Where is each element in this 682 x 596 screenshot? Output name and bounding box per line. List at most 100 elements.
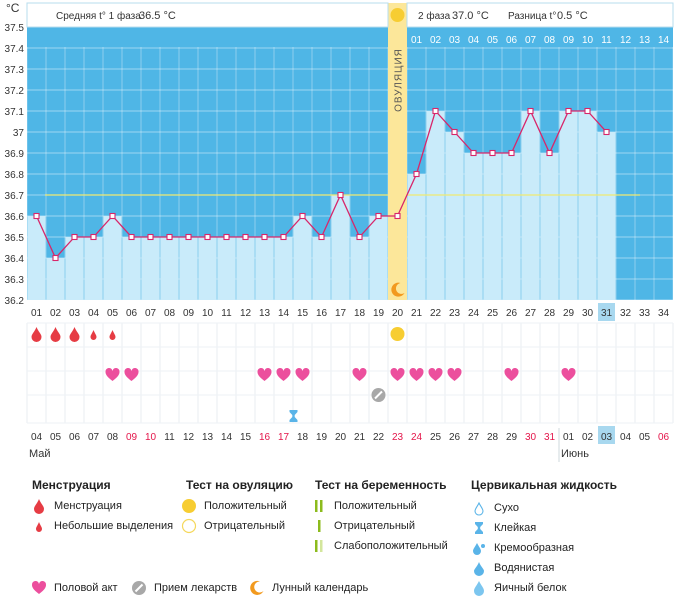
cycle-day-label: 10 [202,308,214,319]
y-tick-label: 37.5 [5,23,25,34]
date-label: 12 [183,432,195,443]
month-label: Май [29,448,51,460]
date-label: 27 [468,432,480,443]
phase2-day-label: 06 [506,35,518,46]
date-label: 08 [107,432,119,443]
date-label: 25 [430,432,442,443]
cycle-day-label: 08 [164,308,176,319]
phase2-day-label: 07 [525,35,537,46]
temp-bar [597,132,616,300]
y-tick-label: 37.3 [5,65,25,76]
temp-point [470,149,477,157]
current-date-highlight [598,426,615,444]
cycle-day-label: 31 [601,308,613,319]
temp-point [451,128,458,136]
temp-bar [559,111,578,300]
temp-bar [217,237,236,300]
phase1-box [26,2,389,28]
y-tick-label: 37.1 [5,107,25,118]
phase2-day-label: 11 [601,35,612,46]
temp-bar [369,216,388,300]
phase2-value: 37.0 °C [452,10,489,22]
y-tick-label: 36.3 [5,275,25,286]
date-label: 05 [50,432,62,443]
date-label: 23 [392,432,404,443]
legend-pregnancy-positive-item: Положительный [310,498,417,514]
drop-icon [34,499,44,514]
legend-ovulation-positive-label: Положительный [204,500,287,512]
legend-menstruation-item: Менструация [30,498,122,514]
cycle-day-label: 17 [335,308,347,319]
date-label: 15 [240,432,252,443]
date-label: 30 [525,432,537,443]
sticky-icon [475,522,483,534]
date-label: 31 [544,432,556,443]
cycle-day-label: 14 [278,308,290,319]
date-label: 19 [316,432,328,443]
cycle-day-label: 25 [487,308,499,319]
temp-bar [179,237,198,300]
temp-point [185,233,192,241]
temp-point [394,212,401,220]
temp-point [166,233,173,241]
date-label: 05 [639,432,651,443]
phase1-value: 36.5 °C [139,10,176,22]
temp-point [52,254,59,262]
temp-bar [445,132,464,300]
cycle-day-label: 19 [373,308,385,319]
temp-bar [103,216,122,300]
date-label: 03 [601,432,613,443]
temp-bar [122,237,141,300]
temp-point [242,233,249,241]
legend-ovulation-test-title: Тест на овуляцию [186,478,293,492]
legend-cervical-watery-label: Водянистая [494,562,555,574]
temp-bar [312,237,331,300]
date-label: 02 [582,432,594,443]
legend-cervical-creamy-item: Кремообразная [470,540,574,556]
phase2-day-label: 01 [411,35,423,46]
watery-drop-icon [474,562,484,576]
temp-bar [464,153,483,300]
temperature-chart: ОВУЛЯЦИЯ 36.2 36.3 36.4 36.5 36.6 36.7 36.8 36.… [5,1,674,462]
legend-medicine-item: Прием лекарств [130,580,237,596]
cycle-day-label: 32 [620,308,632,319]
temp-point [432,107,439,115]
phase2-day-label: 02 [430,35,442,46]
date-label: 01 [563,432,575,443]
current-day-highlight [598,303,615,321]
y-tick-label: 37.4 [5,44,25,55]
test-strip-icon [315,540,318,552]
moon-icon [250,580,264,595]
legend-cervical-eggwhite-label: Яичный белок [494,582,567,594]
legend-medicine-label: Прием лекарств [154,582,238,594]
legend-pregnancy-weak-label: Слабоположительный [334,540,448,552]
empty-sun-icon [181,518,197,534]
legend-menstruation-label: Менструация [54,500,122,512]
temp-point [280,233,287,241]
cycle-day-label: 21 [411,308,423,319]
sun-icon [390,8,405,22]
cycle-day-label: 20 [392,308,404,319]
legend-cervical-sticky-label: Клейкая [494,522,537,534]
y-tick-label: 36.5 [5,233,25,244]
spotting-drop-icon [109,330,116,340]
temp-point [413,170,420,178]
cycle-day-label: 24 [468,308,480,319]
date-label: 22 [373,432,385,443]
menstruation-drop-icon [31,327,42,342]
diff-label: Разница t° [508,11,556,22]
temp-bar [255,237,274,300]
phase2-day-label: 03 [449,35,461,46]
temp-bar [293,216,312,300]
legend-pregnancy-negative-label: Отрицательный [334,520,415,532]
legend-pregnancy-negative-item: Отрицательный [310,518,415,534]
date-label: 21 [354,432,366,443]
temp-bar [407,174,426,300]
temp-point [337,191,344,199]
temp-point [223,233,230,241]
date-label: 20 [335,432,347,443]
ovulation-test-positive-icon [390,327,405,341]
heart-icon [504,367,519,381]
heart-icon [447,367,462,381]
small-drop-icon [36,522,42,532]
